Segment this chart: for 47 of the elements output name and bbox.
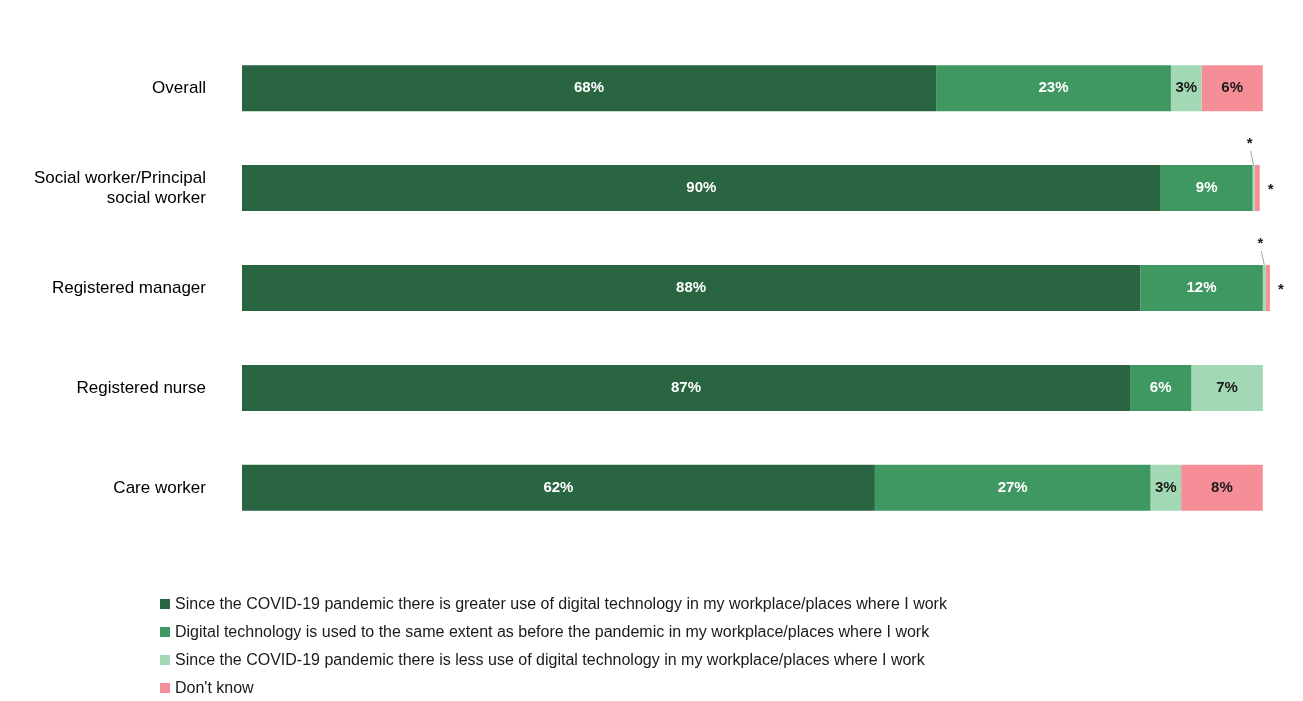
y-tick-label: Overall [152, 77, 206, 97]
bar [1150, 464, 1182, 511]
data-label: 12% [1186, 278, 1217, 296]
bar [241, 165, 1161, 212]
data-label: 27% [997, 477, 1028, 495]
y-tick-label: Social worker/Principal social worker [34, 167, 207, 207]
data-label: 3% [1175, 78, 1198, 96]
bar [1254, 165, 1260, 212]
data-label: 88% [676, 278, 707, 296]
data-label: 8% [1211, 477, 1233, 495]
bar [241, 464, 875, 511]
data-label: 9% [1195, 178, 1218, 196]
bar [1130, 364, 1192, 411]
bar [1201, 65, 1263, 112]
data-label: * [1267, 180, 1274, 198]
bar [241, 65, 937, 112]
bar [241, 265, 1141, 311]
bar [1140, 265, 1263, 311]
data-label: 87% [671, 378, 702, 396]
bar [1262, 265, 1266, 311]
legend-label: Since the COVID-19 pandemic there is greater use of digital technology in my workplace/places where I work [175, 595, 947, 612]
data-label: 23% [1038, 78, 1069, 96]
y-tick-label: Registered nurse [76, 377, 206, 397]
legend-label: Don't know [175, 679, 254, 696]
data-label: 3% [1154, 477, 1177, 495]
data-label: 62% [543, 477, 574, 495]
data-label: 7% [1216, 378, 1238, 396]
bar [1160, 165, 1253, 212]
bar [936, 65, 1171, 112]
bar [1170, 65, 1202, 112]
data-label: * [1257, 234, 1264, 252]
y-tick-label: Care worker [113, 477, 207, 497]
data-label: 68% [574, 78, 605, 96]
data-label: * [1277, 280, 1284, 298]
data-label: * [1246, 134, 1253, 152]
bar [1265, 265, 1270, 311]
legend-label: Since the COVID-19 pandemic there is less use of digital technology in my workplace/places where I work [175, 651, 925, 668]
data-label: 90% [686, 178, 717, 196]
data-label: 6% [1221, 78, 1244, 96]
legend-label: Digital technology is used to the same extent as before the pandemic in my workplace/places where I work [175, 623, 930, 640]
data-label: 6% [1149, 378, 1172, 396]
bar [1181, 464, 1263, 511]
bar [874, 464, 1151, 511]
bar [1252, 165, 1255, 212]
y-tick-label: Registered manager [51, 277, 207, 297]
bar [1191, 364, 1263, 411]
bar [241, 364, 1131, 411]
